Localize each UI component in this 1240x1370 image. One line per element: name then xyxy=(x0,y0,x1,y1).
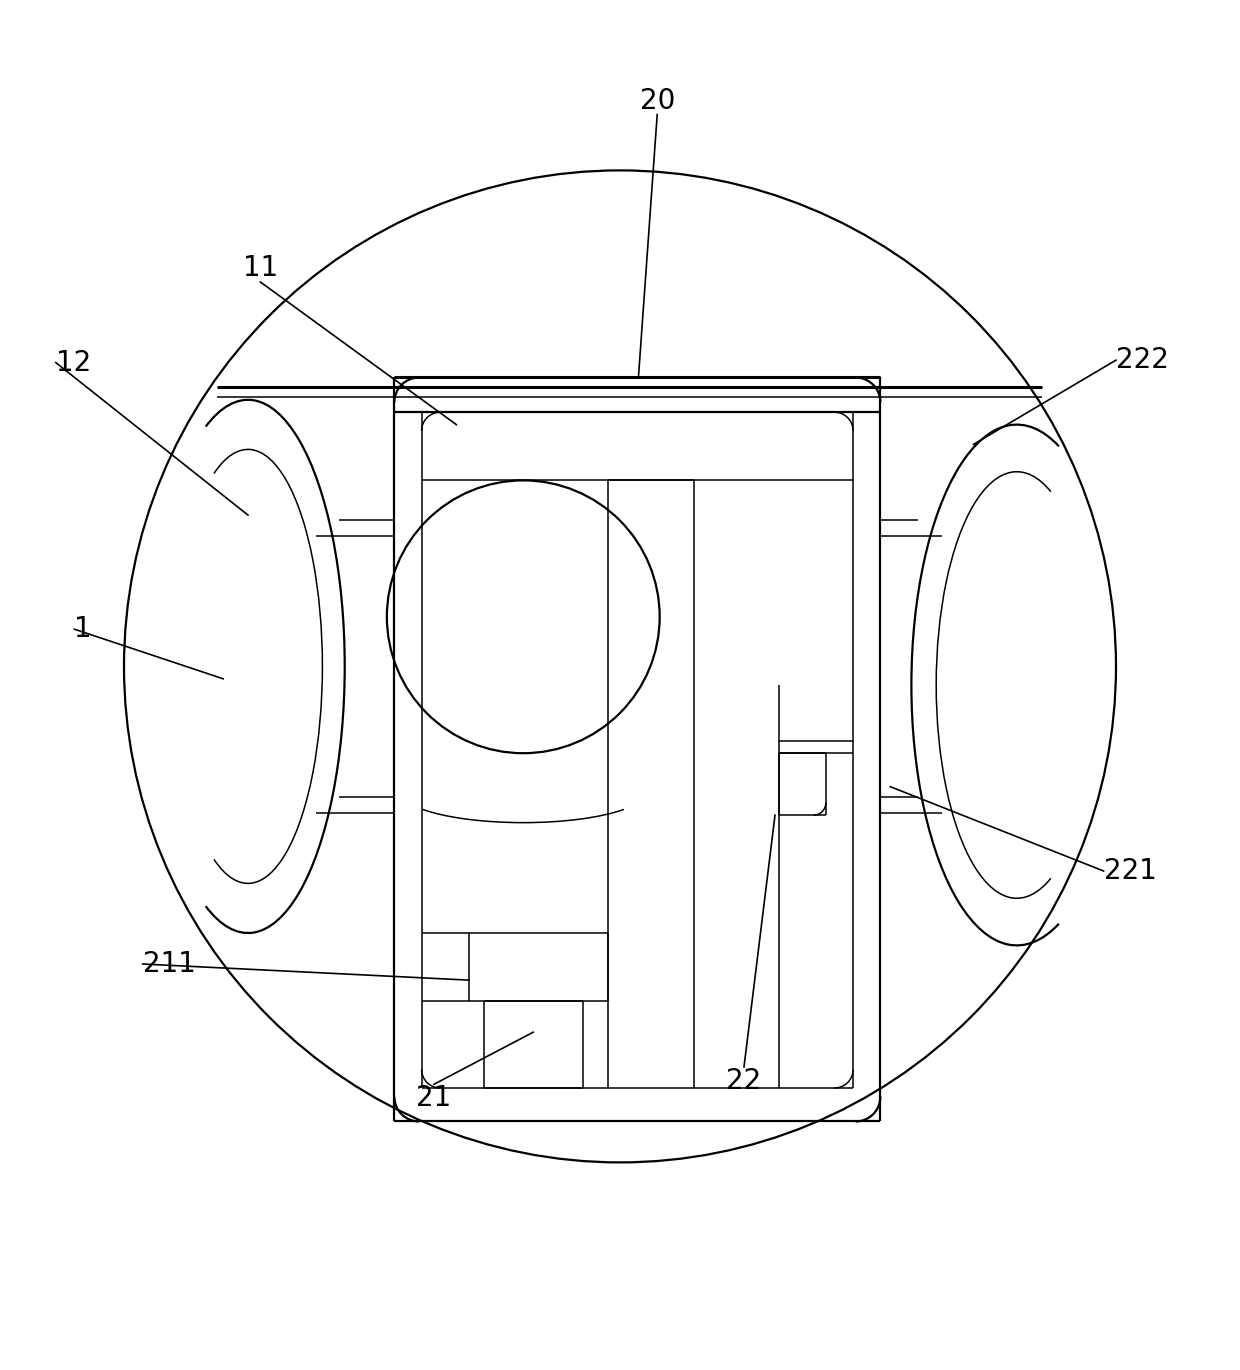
Text: 12: 12 xyxy=(56,348,91,377)
Text: 1: 1 xyxy=(74,615,92,643)
Text: 211: 211 xyxy=(143,949,196,978)
Text: 221: 221 xyxy=(1104,858,1157,885)
Text: 11: 11 xyxy=(243,253,278,282)
Text: 21: 21 xyxy=(417,1084,451,1112)
Text: 222: 222 xyxy=(1116,347,1169,374)
Text: 20: 20 xyxy=(640,86,675,115)
Text: 22: 22 xyxy=(727,1067,761,1095)
